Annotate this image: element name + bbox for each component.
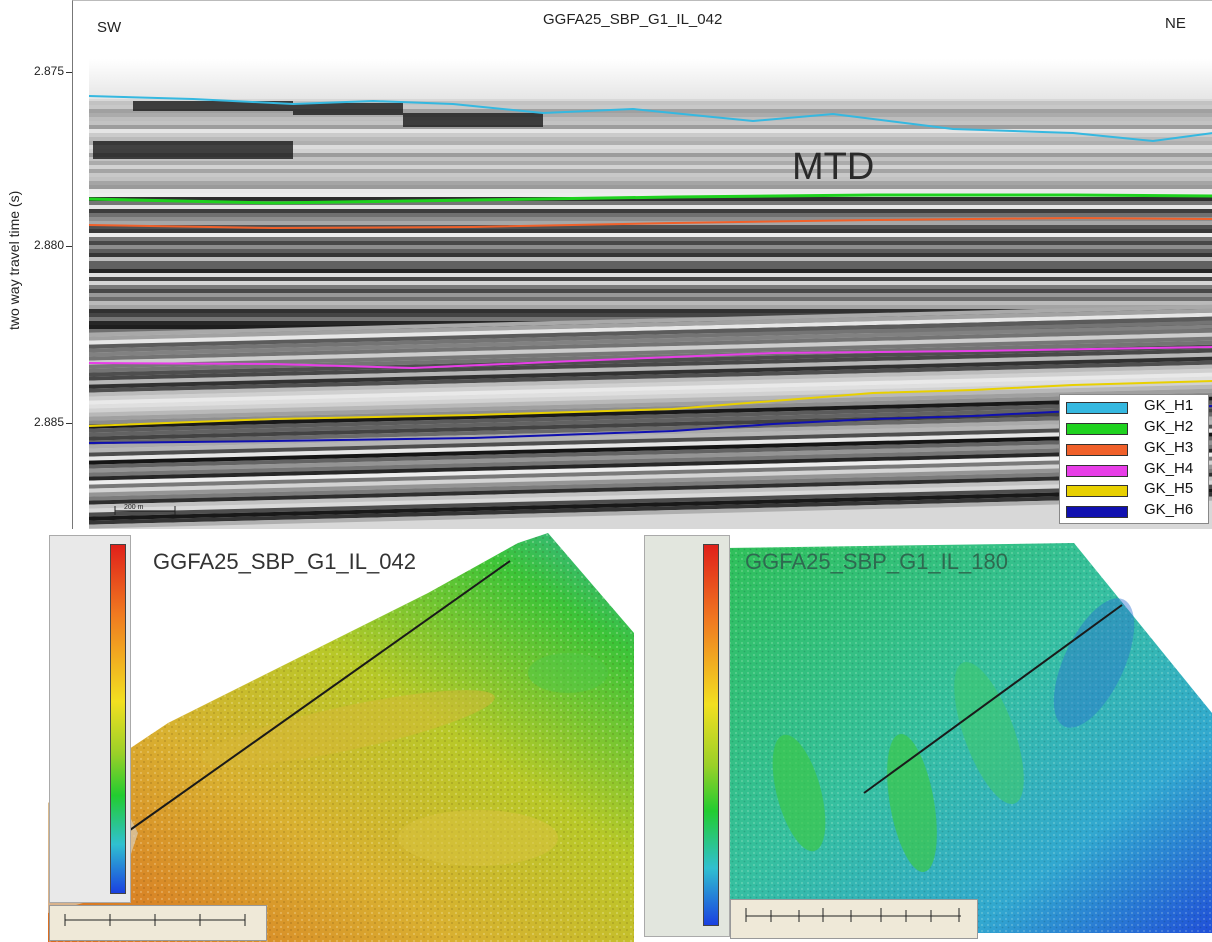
seismic-scale-bar bbox=[114, 506, 176, 515]
legend-swatch bbox=[1066, 444, 1128, 456]
colorbar-right bbox=[703, 544, 719, 926]
y-tick-2885: 2.885 bbox=[33, 415, 64, 429]
legend-swatch bbox=[1066, 402, 1128, 414]
horizon-gk-h5 bbox=[88, 380, 1212, 427]
profile-line-left bbox=[129, 560, 511, 831]
y-tick-2875: 2.875 bbox=[33, 64, 64, 78]
bathymetry-relief-left bbox=[48, 533, 634, 942]
colorbar-panel-left bbox=[49, 535, 131, 903]
y-tick-mark bbox=[66, 72, 72, 73]
y-axis-title: two way travel time (s) bbox=[6, 190, 22, 330]
colorbar-left bbox=[110, 544, 126, 894]
bathymetry-relief-right bbox=[724, 543, 1212, 933]
legend-swatch bbox=[1066, 465, 1128, 477]
bathymetry-map-left: GGFA25_SBP_G1_IL_042 bbox=[48, 533, 634, 942]
map-title-right: GGFA25_SBP_G1_IL_180 bbox=[745, 549, 1008, 574]
legend-item-gk-h3: GK_H3 bbox=[1066, 439, 1206, 458]
legend-label: GK_H4 bbox=[1144, 460, 1194, 477]
y-tick-mark bbox=[66, 423, 72, 424]
scale-bar-label: 200 m bbox=[124, 504, 144, 511]
horizon-gk-h6 bbox=[88, 405, 1212, 444]
map-title-left: GGFA25_SBP_G1_IL_042 bbox=[153, 549, 416, 574]
scale-bar-left bbox=[49, 905, 267, 941]
legend-swatch bbox=[1066, 423, 1128, 435]
legend-swatch bbox=[1066, 485, 1128, 497]
legend-label: GK_H3 bbox=[1144, 439, 1194, 456]
legend-swatch bbox=[1066, 506, 1128, 518]
y-tick-mark bbox=[66, 246, 72, 247]
legend-item-gk-h2: GK_H2 bbox=[1066, 418, 1206, 437]
y-tick-2880: 2.880 bbox=[33, 238, 64, 252]
legend-item-gk-h6: GK_H6 bbox=[1066, 501, 1206, 520]
legend-label: GK_H6 bbox=[1144, 501, 1194, 518]
scale-bar-right bbox=[730, 899, 978, 939]
legend-item-gk-h4: GK_H4 bbox=[1066, 460, 1206, 479]
mtd-annotation: MTD bbox=[792, 146, 875, 188]
legend-item-gk-h1: GK_H1 bbox=[1066, 397, 1206, 416]
legend-label: GK_H1 bbox=[1144, 397, 1194, 414]
horizon-gk-h4 bbox=[88, 346, 1212, 370]
profile-line-right bbox=[863, 604, 1123, 794]
legend-label: GK_H5 bbox=[1144, 480, 1194, 497]
legend-label: GK_H2 bbox=[1144, 418, 1194, 435]
sw-label: SW bbox=[97, 19, 122, 36]
legend-item-gk-h5: GK_H5 bbox=[1066, 480, 1206, 499]
bathymetry-map-right: GGFA25_SBP_G1_IL_180 bbox=[644, 533, 1212, 942]
ne-label: NE bbox=[1165, 15, 1186, 32]
colorbar-panel-right bbox=[644, 535, 730, 937]
horizon-gk-h3 bbox=[88, 216, 1212, 230]
seismic-section bbox=[72, 0, 1212, 529]
horizon-gk-h2 bbox=[88, 193, 1212, 205]
seismic-image bbox=[88, 59, 1212, 529]
seismic-title: GGFA25_SBP_G1_IL_042 bbox=[543, 11, 723, 28]
horizon-legend: GK_H1 GK_H2 GK_H3 GK_H4 GK_H5 GK_H6 bbox=[1059, 394, 1209, 524]
horizon-gk-h1 bbox=[88, 95, 1212, 143]
